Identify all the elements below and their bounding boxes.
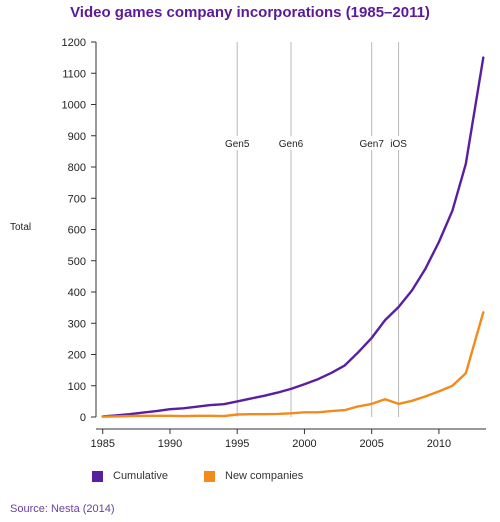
legend-label-new-companies: New companies (225, 470, 304, 482)
marker-label: Gen6 (279, 139, 304, 150)
y-tick-label: 1000 (62, 100, 86, 112)
legend-label-cumulative: Cumulative (113, 470, 169, 482)
source-note: Source: Nesta (2014) (10, 503, 115, 515)
x-tick-label: 2005 (359, 438, 383, 450)
y-tick-label: 200 (68, 350, 86, 362)
x-tick-label: 2000 (292, 438, 316, 450)
x-tick-label: 1990 (158, 438, 182, 450)
x-tick-label: 1985 (90, 438, 114, 450)
y-tick-label: 500 (68, 256, 86, 268)
marker-label-bg (276, 136, 306, 150)
y-tick-label: 900 (68, 131, 86, 143)
y-axis-label: Total (10, 222, 32, 233)
series-line-cumulative (101, 56, 485, 418)
marker-label: Gen5 (225, 139, 250, 150)
y-tick-label: 700 (68, 193, 86, 205)
marker-label-bg (222, 136, 253, 150)
marker-label: iOS (390, 139, 407, 150)
marker-label-bg (356, 136, 387, 150)
marker-label-bg (383, 136, 414, 150)
x-tick-label: 2010 (427, 438, 451, 450)
marker-label: Gen7 (359, 139, 384, 150)
chart-title: Video games company incorporations (1985… (70, 4, 430, 21)
y-tick-label: 400 (68, 287, 86, 299)
legend-swatch-cumulative (92, 470, 103, 482)
y-tick-label: 300 (68, 318, 86, 330)
y-tick-label: 800 (68, 162, 86, 174)
series-line-new-companies (101, 311, 485, 418)
y-tick-label: 600 (68, 225, 86, 237)
legend-swatch-new-companies (204, 470, 215, 482)
legend-item-new-companies: New companies (204, 470, 303, 482)
y-tick-label: 1100 (62, 68, 86, 80)
legend-item-cumulative: Cumulative (92, 470, 168, 482)
y-tick-label: 100 (68, 381, 86, 393)
x-tick-label: 1995 (225, 438, 249, 450)
y-tick-label: 0 (80, 412, 86, 424)
line-chart: 0 100 200 300 400 500 600 700 800 900 1000 1100 1200… (62, 37, 486, 450)
y-tick-label: 1200 (62, 37, 86, 49)
